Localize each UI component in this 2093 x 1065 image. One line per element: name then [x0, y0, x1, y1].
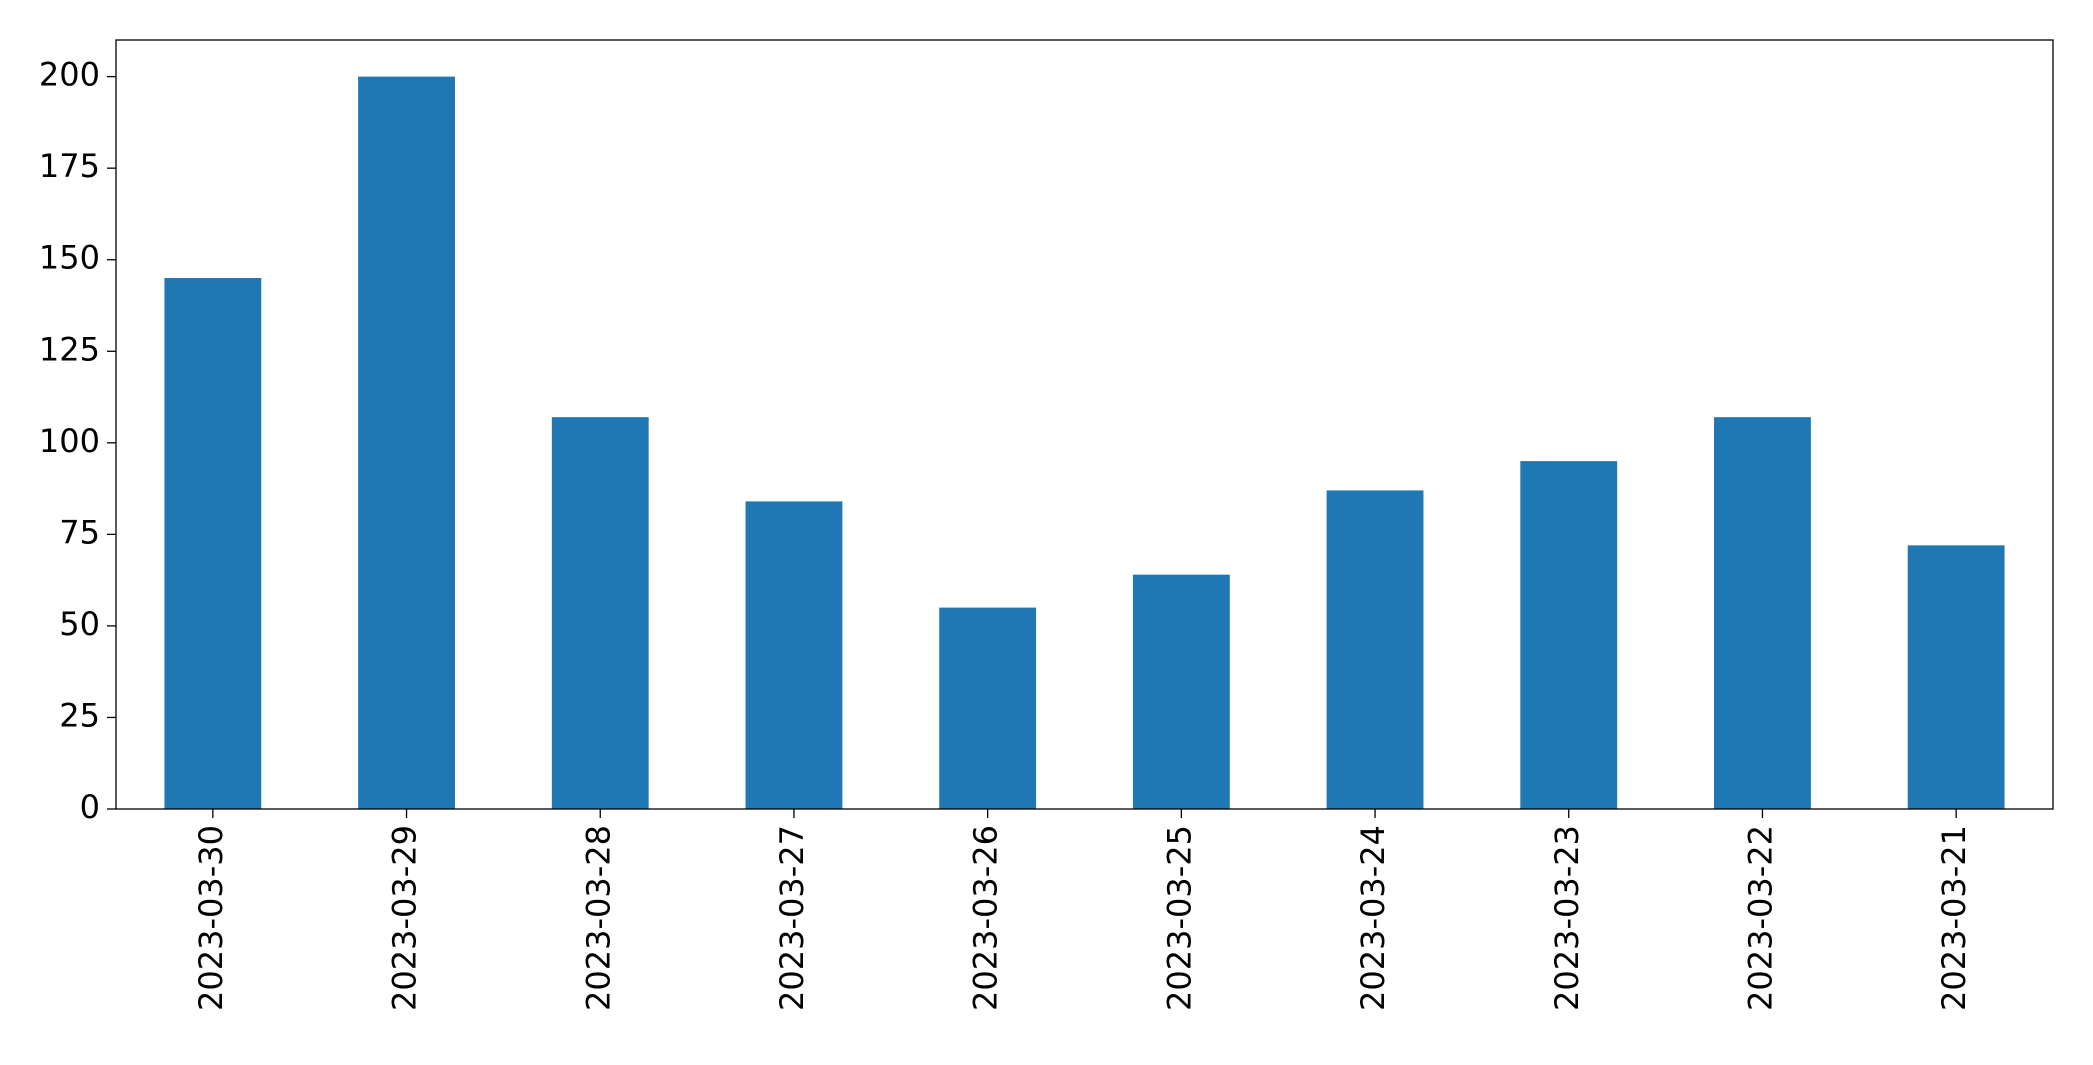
x-tick-label: 2023-03-25	[1160, 825, 1198, 1011]
y-tick-label: 200	[39, 56, 100, 94]
bar	[358, 76, 455, 810]
x-tick-label: 2023-03-28	[579, 825, 617, 1011]
y-tick-label: 50	[59, 605, 100, 643]
x-tick-label: 2023-03-30	[192, 825, 230, 1011]
x-tick-label: 2023-03-21	[1935, 825, 1973, 1011]
x-tick-label: 2023-03-29	[386, 825, 424, 1011]
bar	[1907, 545, 2005, 809]
bar	[164, 278, 262, 809]
bar	[745, 501, 843, 809]
x-tick-label: 2023-03-27	[773, 825, 811, 1011]
x-tick-label: 2023-03-24	[1354, 825, 1392, 1011]
bar	[939, 607, 1037, 809]
y-tick-label: 150	[39, 239, 100, 277]
y-tick-label: 0	[80, 788, 100, 826]
bar	[1326, 490, 1424, 809]
y-tick-label: 125	[39, 330, 100, 368]
y-tick-label: 75	[59, 513, 100, 551]
axes-frame	[115, 39, 2054, 810]
x-tick-label: 2023-03-22	[1741, 825, 1779, 1011]
bar	[551, 417, 649, 809]
x-tick-label: 2023-03-23	[1548, 825, 1586, 1011]
y-tick-label: 25	[59, 696, 100, 734]
bar	[1132, 574, 1230, 809]
y-tick-label: 100	[39, 422, 100, 460]
y-tick-label: 175	[39, 147, 100, 185]
bar	[1714, 417, 1811, 809]
bar	[1520, 461, 1618, 809]
x-tick-label: 2023-03-26	[967, 825, 1005, 1011]
